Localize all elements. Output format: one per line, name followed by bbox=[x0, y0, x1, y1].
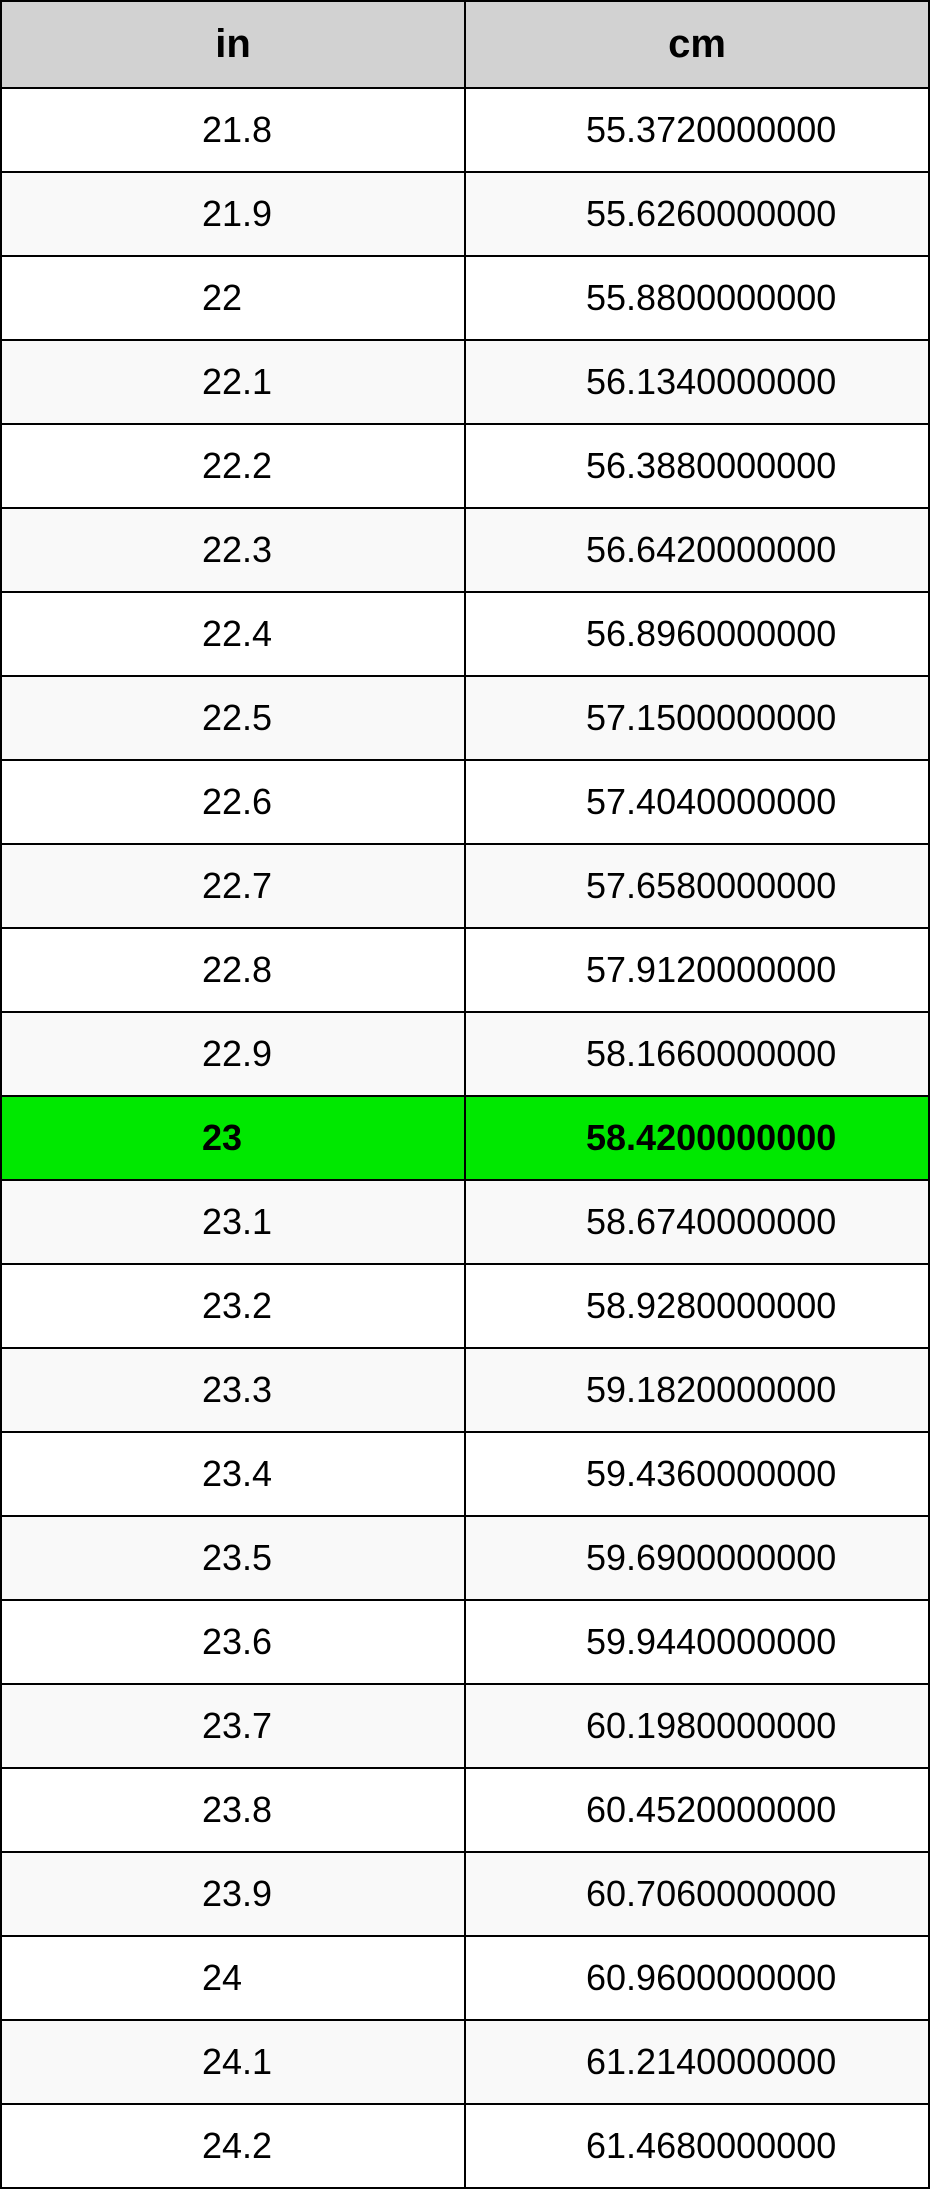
table-row: 2358.4200000000 bbox=[1, 1096, 929, 1180]
cell-in: 24.2 bbox=[1, 2104, 465, 2188]
column-header-in: in bbox=[1, 1, 465, 88]
cell-in: 23.2 bbox=[1, 1264, 465, 1348]
cell-cm: 56.6420000000 bbox=[465, 508, 929, 592]
table-row: 22.557.1500000000 bbox=[1, 676, 929, 760]
table-row: 22.657.4040000000 bbox=[1, 760, 929, 844]
table-row: 23.860.4520000000 bbox=[1, 1768, 929, 1852]
cell-in: 23.7 bbox=[1, 1684, 465, 1768]
cell-cm: 56.8960000000 bbox=[465, 592, 929, 676]
table-row: 22.356.6420000000 bbox=[1, 508, 929, 592]
table-row: 2460.9600000000 bbox=[1, 1936, 929, 2020]
cell-in: 23.4 bbox=[1, 1432, 465, 1516]
cell-in: 22.8 bbox=[1, 928, 465, 1012]
table-row: 21.955.6260000000 bbox=[1, 172, 929, 256]
cell-cm: 57.1500000000 bbox=[465, 676, 929, 760]
cell-cm: 61.4680000000 bbox=[465, 2104, 929, 2188]
cell-in: 21.8 bbox=[1, 88, 465, 172]
table-row: 23.359.1820000000 bbox=[1, 1348, 929, 1432]
cell-cm: 55.3720000000 bbox=[465, 88, 929, 172]
cell-cm: 58.1660000000 bbox=[465, 1012, 929, 1096]
cell-cm: 59.9440000000 bbox=[465, 1600, 929, 1684]
cell-cm: 57.9120000000 bbox=[465, 928, 929, 1012]
cell-cm: 60.1980000000 bbox=[465, 1684, 929, 1768]
cell-in: 22.6 bbox=[1, 760, 465, 844]
cell-cm: 57.4040000000 bbox=[465, 760, 929, 844]
cell-in: 22.4 bbox=[1, 592, 465, 676]
cell-in: 22.1 bbox=[1, 340, 465, 424]
cell-in: 23.6 bbox=[1, 1600, 465, 1684]
cell-cm: 56.1340000000 bbox=[465, 340, 929, 424]
table-row: 23.659.9440000000 bbox=[1, 1600, 929, 1684]
table-row: 2255.8800000000 bbox=[1, 256, 929, 340]
cell-in: 22.7 bbox=[1, 844, 465, 928]
table-row: 24.161.2140000000 bbox=[1, 2020, 929, 2104]
table-row: 24.261.4680000000 bbox=[1, 2104, 929, 2188]
cell-in: 22.3 bbox=[1, 508, 465, 592]
cell-in: 22.9 bbox=[1, 1012, 465, 1096]
table-row: 22.857.9120000000 bbox=[1, 928, 929, 1012]
cell-in: 22 bbox=[1, 256, 465, 340]
table-row: 23.960.7060000000 bbox=[1, 1852, 929, 1936]
table-row: 22.256.3880000000 bbox=[1, 424, 929, 508]
cell-cm: 57.6580000000 bbox=[465, 844, 929, 928]
table-row: 23.459.4360000000 bbox=[1, 1432, 929, 1516]
cell-cm: 55.8800000000 bbox=[465, 256, 929, 340]
cell-in: 21.9 bbox=[1, 172, 465, 256]
cell-cm: 60.7060000000 bbox=[465, 1852, 929, 1936]
table-row: 23.158.6740000000 bbox=[1, 1180, 929, 1264]
cell-cm: 60.4520000000 bbox=[465, 1768, 929, 1852]
cell-cm: 59.6900000000 bbox=[465, 1516, 929, 1600]
table-row: 22.757.6580000000 bbox=[1, 844, 929, 928]
column-header-cm: cm bbox=[465, 1, 929, 88]
cell-cm: 58.9280000000 bbox=[465, 1264, 929, 1348]
cell-cm: 61.2140000000 bbox=[465, 2020, 929, 2104]
cell-in: 23.5 bbox=[1, 1516, 465, 1600]
table-row: 23.760.1980000000 bbox=[1, 1684, 929, 1768]
cell-in: 22.5 bbox=[1, 676, 465, 760]
cell-in: 23.1 bbox=[1, 1180, 465, 1264]
table-row: 22.456.8960000000 bbox=[1, 592, 929, 676]
conversion-table: in cm 21.855.372000000021.955.6260000000… bbox=[0, 0, 930, 2189]
cell-in: 23.8 bbox=[1, 1768, 465, 1852]
cell-cm: 59.4360000000 bbox=[465, 1432, 929, 1516]
table-row: 23.258.9280000000 bbox=[1, 1264, 929, 1348]
cell-in: 22.2 bbox=[1, 424, 465, 508]
table-row: 23.559.6900000000 bbox=[1, 1516, 929, 1600]
cell-in: 24 bbox=[1, 1936, 465, 2020]
cell-in: 23 bbox=[1, 1096, 465, 1180]
cell-cm: 58.6740000000 bbox=[465, 1180, 929, 1264]
cell-cm: 59.1820000000 bbox=[465, 1348, 929, 1432]
cell-cm: 58.4200000000 bbox=[465, 1096, 929, 1180]
table-header-row: in cm bbox=[1, 1, 929, 88]
cell-cm: 60.9600000000 bbox=[465, 1936, 929, 2020]
table-row: 22.156.1340000000 bbox=[1, 340, 929, 424]
table-body: 21.855.372000000021.955.62600000002255.8… bbox=[1, 88, 929, 2188]
cell-cm: 55.6260000000 bbox=[465, 172, 929, 256]
cell-in: 23.3 bbox=[1, 1348, 465, 1432]
table-row: 21.855.3720000000 bbox=[1, 88, 929, 172]
cell-in: 24.1 bbox=[1, 2020, 465, 2104]
cell-cm: 56.3880000000 bbox=[465, 424, 929, 508]
cell-in: 23.9 bbox=[1, 1852, 465, 1936]
table-row: 22.958.1660000000 bbox=[1, 1012, 929, 1096]
